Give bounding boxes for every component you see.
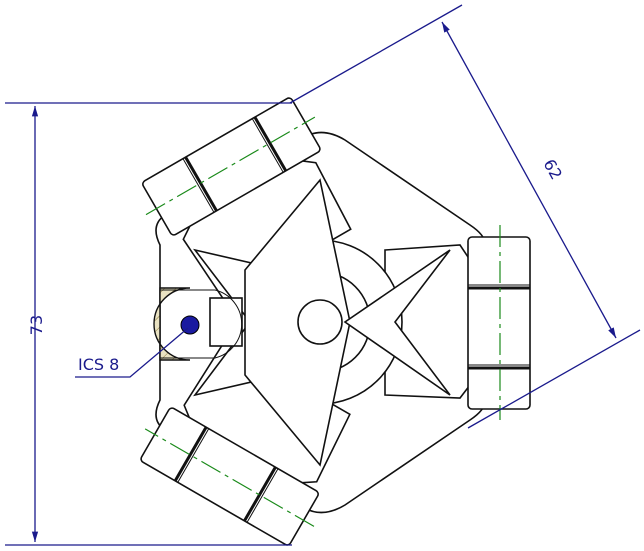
dimension-label: 62	[540, 156, 566, 183]
drawing: 73 62 ICS 8	[0, 0, 644, 551]
dimension-label: 73	[27, 315, 46, 335]
part	[130, 91, 530, 551]
callout-label: ICS 8	[78, 355, 119, 374]
